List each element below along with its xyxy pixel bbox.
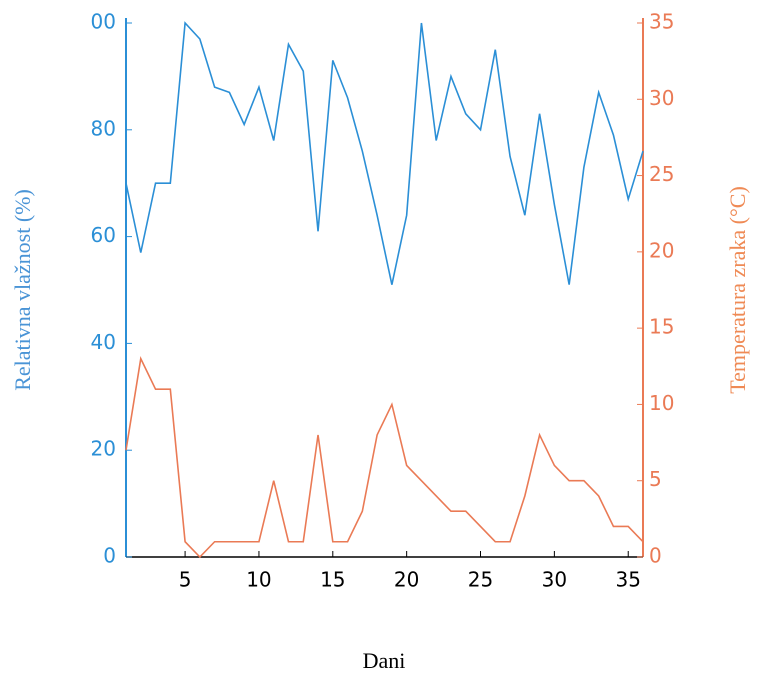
x-tick-label: 15 xyxy=(320,568,345,592)
y-tick-label: 60 xyxy=(91,223,116,247)
x-tick-label: 20 xyxy=(394,568,419,592)
y2-tick-label: 10 xyxy=(649,391,674,415)
data-line xyxy=(125,21,644,285)
x-tick-label: 10 xyxy=(246,568,271,592)
y-tick-label: 00 xyxy=(91,10,116,34)
x-tick-label: 5 xyxy=(179,568,192,592)
y2-tick-label: 25 xyxy=(649,162,674,186)
y2-tick-label: 5 xyxy=(649,467,662,491)
y-tick-label: 80 xyxy=(91,116,116,140)
y2-tick-label: 35 xyxy=(649,10,674,34)
y2-axis-label: Temperatura zraka (°C) xyxy=(725,186,750,394)
y-tick-label: 20 xyxy=(91,437,116,461)
y2-tick-label: 30 xyxy=(649,86,674,110)
y2-tick-label: 20 xyxy=(649,238,674,262)
x-tick-label: 30 xyxy=(542,568,567,592)
x-tick-label: 35 xyxy=(616,568,641,592)
x-axis-label: Dani xyxy=(363,648,406,673)
y-tick-label: 0 xyxy=(103,544,116,568)
y-axis-label: Relativna vlažnost (%) xyxy=(10,189,35,391)
y2-tick-label: 15 xyxy=(649,315,674,339)
data-line xyxy=(125,356,644,559)
y2-tick-label: 0 xyxy=(649,544,662,568)
y-tick-label: 40 xyxy=(91,330,116,354)
x-tick-label: 25 xyxy=(468,568,493,592)
